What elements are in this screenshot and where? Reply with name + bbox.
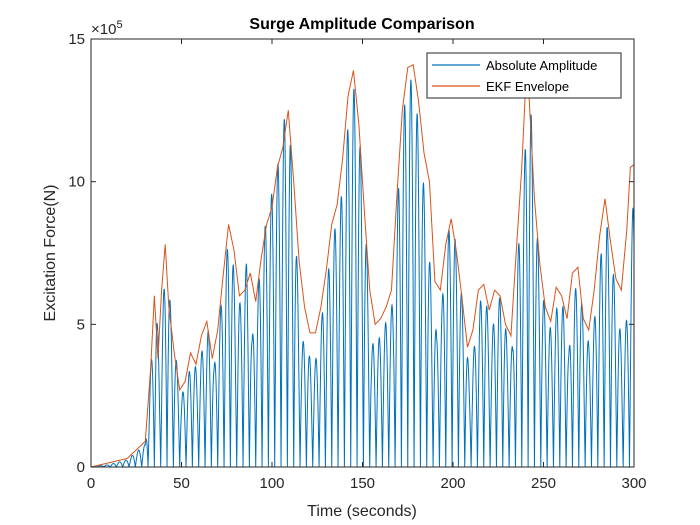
x-tick-label: 100 — [259, 475, 284, 492]
x-tick-label: 200 — [440, 475, 465, 492]
series-layer — [90, 63, 635, 469]
x-tick-label: 50 — [173, 475, 190, 492]
y-exponent-power: 5 — [116, 19, 122, 31]
x-axis-label: Time (seconds) — [307, 503, 417, 520]
y-tick-label: 5 — [77, 316, 85, 333]
y-axis-label: Excitation Force(N) — [42, 185, 59, 322]
plot-area: 0 50 100 150 200 250 300 0 5 10 15 — [68, 31, 646, 492]
y-exponent-label: ×105 — [91, 19, 123, 38]
y-exponent-base: ×10 — [91, 21, 116, 38]
legend-box — [426, 52, 622, 99]
legend-label-ekf-envelope: EKF Envelope — [486, 79, 569, 94]
y-tick-label: 0 — [77, 459, 85, 476]
series-line-absolute-amplitude — [90, 79, 635, 469]
chart-title: Surge Amplitude Comparison — [249, 16, 474, 33]
x-tick-label: 250 — [531, 475, 556, 492]
y-tick-label: 10 — [68, 174, 85, 191]
y-tick-label: 15 — [68, 31, 85, 48]
x-tick-label: 0 — [87, 475, 95, 492]
series-line-ekf-envelope — [90, 63, 635, 468]
ticks-layer: 0 50 100 150 200 250 300 0 5 10 15 — [68, 31, 646, 492]
legend: Absolute Amplitude EKF Envelope — [426, 52, 622, 99]
x-tick-label: 300 — [621, 475, 646, 492]
legend-label-absolute-amplitude: Absolute Amplitude — [486, 58, 597, 73]
x-tick-label: 150 — [350, 475, 375, 492]
